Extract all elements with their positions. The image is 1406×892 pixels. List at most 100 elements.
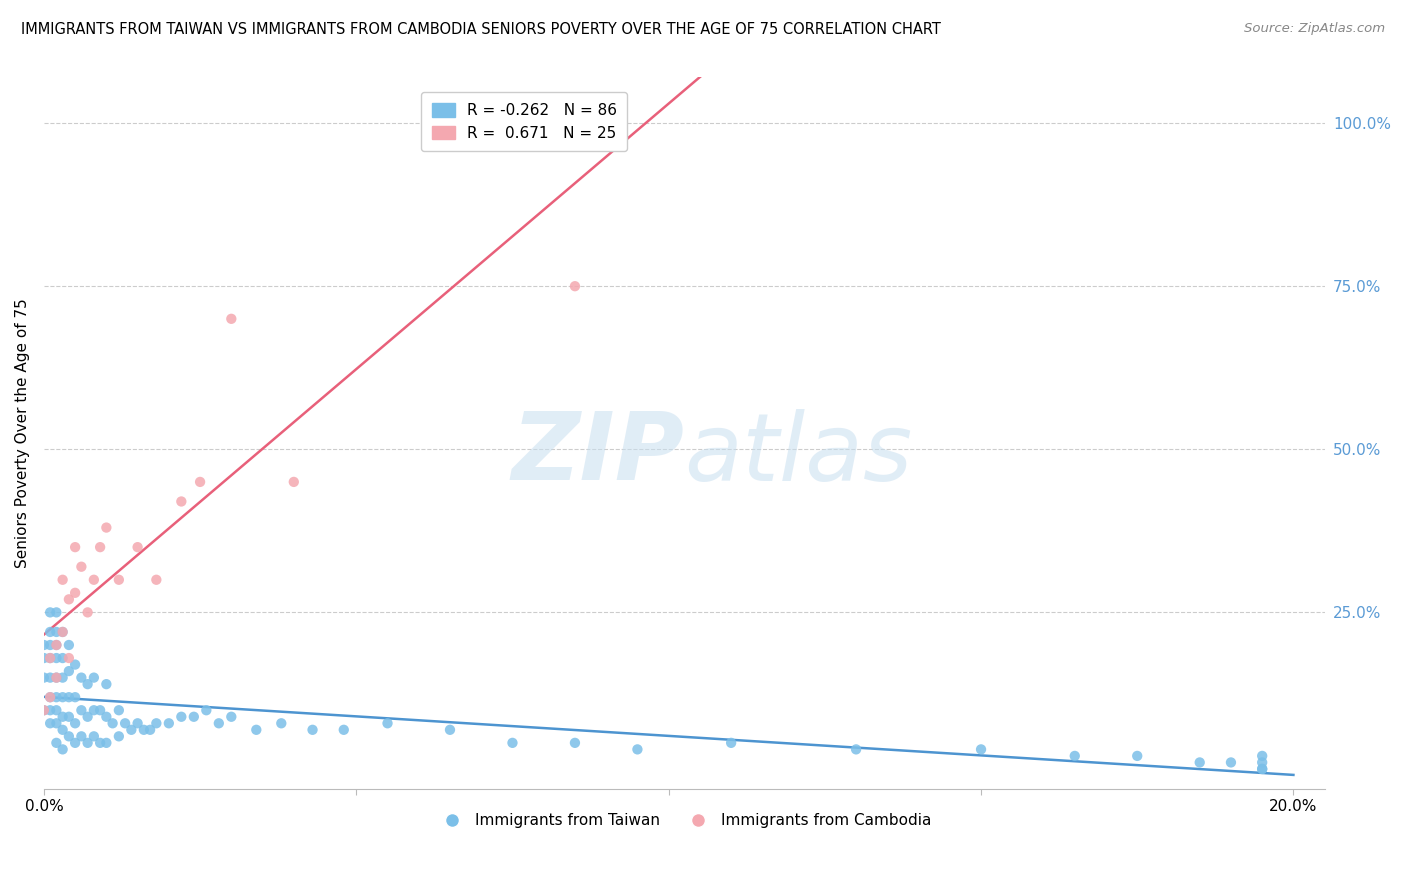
Point xyxy=(52,710,75,724)
Point xyxy=(58,592,80,607)
Point xyxy=(720,736,742,750)
Point xyxy=(39,651,62,665)
Point xyxy=(283,475,305,489)
Point xyxy=(96,736,118,750)
Point xyxy=(45,638,67,652)
Point xyxy=(301,723,323,737)
Legend: Immigrants from Taiwan, Immigrants from Cambodia: Immigrants from Taiwan, Immigrants from … xyxy=(430,807,938,834)
Point xyxy=(188,475,211,489)
Point xyxy=(52,624,75,639)
Point xyxy=(45,671,67,685)
Point xyxy=(32,638,55,652)
Point xyxy=(45,703,67,717)
Point xyxy=(127,540,149,554)
Point xyxy=(70,671,93,685)
Point xyxy=(221,311,243,326)
Point xyxy=(32,703,55,717)
Point xyxy=(58,664,80,678)
Point xyxy=(120,723,142,737)
Point xyxy=(1126,748,1149,763)
Text: atlas: atlas xyxy=(685,409,912,500)
Point xyxy=(63,657,86,672)
Point xyxy=(52,671,75,685)
Text: ZIP: ZIP xyxy=(512,409,685,500)
Point xyxy=(45,624,67,639)
Point xyxy=(108,729,131,743)
Point xyxy=(845,742,868,756)
Point xyxy=(626,742,648,756)
Point xyxy=(83,671,105,685)
Point xyxy=(52,690,75,705)
Point xyxy=(83,573,105,587)
Point xyxy=(83,729,105,743)
Point xyxy=(208,716,231,731)
Point xyxy=(58,710,80,724)
Point xyxy=(96,520,118,534)
Point xyxy=(127,716,149,731)
Point xyxy=(170,494,193,508)
Point xyxy=(1251,762,1274,776)
Point xyxy=(1251,762,1274,776)
Point xyxy=(96,677,118,691)
Point xyxy=(157,716,180,731)
Text: Source: ZipAtlas.com: Source: ZipAtlas.com xyxy=(1244,22,1385,36)
Point xyxy=(377,716,399,731)
Point xyxy=(270,716,292,731)
Point xyxy=(501,736,523,750)
Point xyxy=(108,573,131,587)
Point xyxy=(564,116,586,130)
Point xyxy=(1251,756,1274,770)
Point xyxy=(32,651,55,665)
Point xyxy=(39,638,62,652)
Point xyxy=(63,736,86,750)
Point xyxy=(70,559,93,574)
Point xyxy=(32,671,55,685)
Point xyxy=(76,677,98,691)
Point xyxy=(96,710,118,724)
Point xyxy=(52,573,75,587)
Point xyxy=(1188,756,1211,770)
Point xyxy=(58,638,80,652)
Point xyxy=(89,703,111,717)
Point xyxy=(63,586,86,600)
Point xyxy=(108,703,131,717)
Text: IMMIGRANTS FROM TAIWAN VS IMMIGRANTS FROM CAMBODIA SENIORS POVERTY OVER THE AGE : IMMIGRANTS FROM TAIWAN VS IMMIGRANTS FRO… xyxy=(21,22,941,37)
Point xyxy=(58,651,80,665)
Point xyxy=(39,716,62,731)
Point xyxy=(89,540,111,554)
Point xyxy=(139,723,162,737)
Point xyxy=(63,716,86,731)
Point xyxy=(89,736,111,750)
Point xyxy=(39,624,62,639)
Point xyxy=(76,710,98,724)
Point xyxy=(39,671,62,685)
Point xyxy=(45,606,67,620)
Point xyxy=(39,690,62,705)
Point xyxy=(63,690,86,705)
Point xyxy=(245,723,267,737)
Point xyxy=(39,651,62,665)
Point xyxy=(114,716,136,731)
Point xyxy=(132,723,155,737)
Point xyxy=(439,723,461,737)
Point xyxy=(52,624,75,639)
Point xyxy=(195,703,218,717)
Point xyxy=(183,710,205,724)
Point xyxy=(70,729,93,743)
Point xyxy=(170,710,193,724)
Point xyxy=(45,716,67,731)
Point xyxy=(221,710,243,724)
Point xyxy=(58,729,80,743)
Point xyxy=(333,723,356,737)
Point xyxy=(76,606,98,620)
Point xyxy=(45,651,67,665)
Y-axis label: Seniors Poverty Over the Age of 75: Seniors Poverty Over the Age of 75 xyxy=(15,298,30,568)
Point xyxy=(564,736,586,750)
Point xyxy=(45,690,67,705)
Point xyxy=(39,703,62,717)
Point xyxy=(564,279,586,293)
Point xyxy=(1219,756,1241,770)
Point xyxy=(45,638,67,652)
Point xyxy=(970,742,993,756)
Point xyxy=(83,703,105,717)
